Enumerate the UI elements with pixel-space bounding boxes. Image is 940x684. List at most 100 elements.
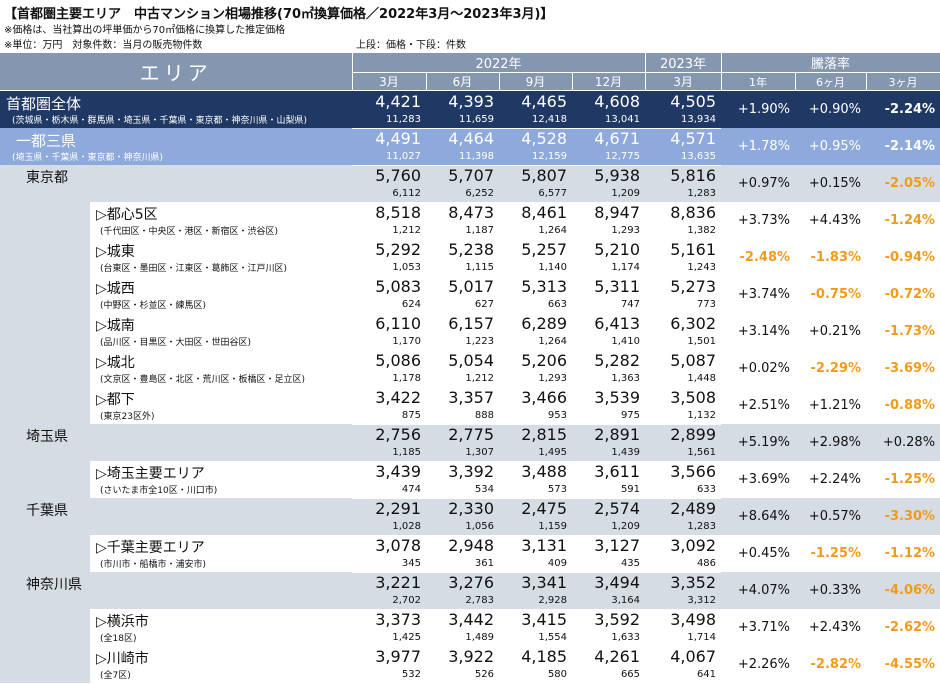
rate-value: +0.02% <box>721 350 796 387</box>
table-row: 一都三県 (埼玉県・千葉県・東京都・神奈川県) 4,491 4,464 4,528 4,6… <box>0 128 940 165</box>
price-cell: 3,131 <box>499 535 572 558</box>
area-cell: ▷都心5区 (千代田区・中央区・港区・新宿区・渋谷区) <box>90 202 352 239</box>
price-cell: 8,947 <box>572 202 646 225</box>
rate-value: +0.90% <box>795 90 867 128</box>
count-value: 1,561 <box>687 447 717 459</box>
rate-value: -4.06% <box>866 572 940 609</box>
count-value: 474 <box>401 484 421 496</box>
price-value: 3,494 <box>594 573 641 593</box>
table-row-counts: 11,283 11,659 12,418 13,041 13,934 <box>0 112 940 129</box>
indent-cell <box>0 646 90 683</box>
price-cell: 3,357 <box>426 387 499 410</box>
price-value: 4,505 <box>670 91 717 111</box>
indent-cell <box>0 276 90 313</box>
count-cell: 1,554 <box>499 631 572 647</box>
count-value: 1,425 <box>392 632 421 644</box>
count-cell: 1,132 <box>645 409 722 425</box>
count-cell: 1,448 <box>645 372 722 388</box>
count-cell: 953 <box>499 409 572 425</box>
count-cell: 1,159 <box>499 520 572 536</box>
price-cell: 5,086 <box>352 350 426 373</box>
count-cell: 633 <box>645 483 722 499</box>
count-cell: 1,170 <box>352 335 426 351</box>
count-cell: 1,283 <box>645 520 722 536</box>
price-cell: 6,289 <box>499 313 572 336</box>
price-cell: 2,489 <box>645 498 722 521</box>
count-cell: 1,264 <box>499 224 572 240</box>
rate-value: -2.82% <box>795 646 867 683</box>
count-cell: 3,164 <box>572 594 646 610</box>
price-value: 2,891 <box>594 425 641 445</box>
price-cell: 2,899 <box>645 424 722 447</box>
rate-value: -1.25% <box>866 461 940 498</box>
area-cell: ▷城西 (中野区・杉並区・練馬区) <box>90 276 352 313</box>
price-cell: 5,017 <box>426 276 499 299</box>
price-value: 5,273 <box>670 277 717 297</box>
year-2022-header: 2022年 <box>352 53 646 73</box>
area-cell: ▷都下 (東京23区外) <box>90 387 352 424</box>
count-cell: 13,041 <box>572 112 646 129</box>
price-value: 3,442 <box>448 610 494 630</box>
count-value: 875 <box>401 410 421 422</box>
count-cell: 573 <box>499 483 572 499</box>
count-value: 1,056 <box>465 521 494 533</box>
count-value: 663 <box>547 299 567 311</box>
count-cell: 1,212 <box>426 372 499 388</box>
table-row-counts: 1,185 1,307 1,495 1,439 1,561 <box>0 446 940 462</box>
count-value: 633 <box>696 484 717 496</box>
count-value: 1,053 <box>392 262 421 274</box>
rate-value: -1.12% <box>866 535 940 572</box>
count-value: 486 <box>696 558 717 570</box>
count-cell: 1,028 <box>352 520 426 536</box>
price-value: 4,421 <box>375 91 421 111</box>
price-value: 3,488 <box>521 462 567 482</box>
count-cell: 1,223 <box>426 335 499 351</box>
table-row-counts: 11,027 11,398 12,159 12,775 13,635 <box>0 150 940 166</box>
count-value: 1,185 <box>392 447 421 459</box>
area-cell: 一都三県 (埼玉県・千葉県・東京都・神奈川県) <box>0 128 352 165</box>
rate-value: -0.94% <box>866 239 940 276</box>
count-cell: 11,027 <box>352 150 426 166</box>
price-value: 8,461 <box>521 203 567 223</box>
area-name: ▷川崎市 <box>96 651 149 667</box>
area-header: エリア <box>0 53 353 91</box>
price-value: 6,157 <box>448 314 494 334</box>
count-cell: 1,363 <box>572 372 646 388</box>
price-cell: 3,341 <box>499 572 572 595</box>
count-value: 1,115 <box>465 262 494 274</box>
price-value: 3,508 <box>670 388 717 408</box>
count-cell: 624 <box>352 298 426 314</box>
table-row-counts: 474 534 573 591 633 <box>0 483 940 499</box>
count-cell: 534 <box>426 483 499 499</box>
count-cell: 627 <box>426 298 499 314</box>
count-value: 1,495 <box>538 447 567 459</box>
area-detail: (文京区・豊島区・北区・荒川区・板橋区・足立区) <box>100 375 306 385</box>
table-row: 神奈川県 3,221 3,276 3,341 3,494 3,352 +4.07% +0.33… <box>0 572 940 609</box>
count-value: 12,159 <box>532 151 567 163</box>
count-value: 409 <box>547 558 567 570</box>
rate-value: +4.43% <box>795 202 867 239</box>
price-value: 8,947 <box>594 203 641 223</box>
count-value: 345 <box>401 558 421 570</box>
rate-value: +4.07% <box>721 572 796 609</box>
count-cell: 11,283 <box>352 112 426 129</box>
area-detail: (中野区・杉並区・練馬区) <box>100 301 207 311</box>
price-cell: 8,836 <box>645 202 722 225</box>
price-cell: 3,422 <box>352 387 426 410</box>
price-value: 5,238 <box>448 240 494 260</box>
price-cell: 8,518 <box>352 202 426 225</box>
price-value: 4,465 <box>521 91 567 111</box>
count-value: 627 <box>474 299 494 311</box>
count-cell: 663 <box>499 298 572 314</box>
area-name: 埼玉県 <box>26 429 68 445</box>
price-cell: 3,488 <box>499 461 572 484</box>
price-cell: 5,161 <box>645 239 722 262</box>
table-row: ▷埼玉主要エリア (さいたま市全10区・川口市) 3,439 3,392 3,488 3,… <box>0 461 940 498</box>
count-cell: 11,659 <box>426 112 499 129</box>
area-name: 東京都 <box>26 170 68 186</box>
price-value: 5,083 <box>375 277 421 297</box>
price-value: 8,836 <box>670 203 717 223</box>
rate-value: -0.72% <box>866 276 940 313</box>
count-cell: 1,053 <box>352 261 426 277</box>
price-value: 5,087 <box>670 351 717 371</box>
